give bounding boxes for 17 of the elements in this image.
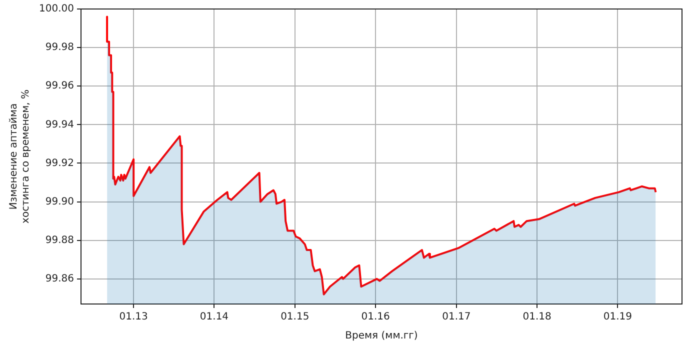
x-tick-label: 01.17: [442, 312, 471, 323]
y-axis-title: Изменение аптайма хостинга со временем, %: [8, 90, 32, 224]
y-tick-label: 99.94: [45, 119, 74, 130]
y-tick-label: 100.00: [38, 4, 74, 15]
x-tick-label: 01.19: [603, 312, 632, 323]
y-tick-label: 99.88: [45, 234, 74, 246]
y-tick-label: 99.92: [45, 158, 74, 169]
x-tick-label: 01.14: [200, 312, 229, 323]
x-axis-title: Время (мм.гг): [345, 330, 418, 342]
x-tick-label: 01.18: [522, 312, 552, 323]
y-tick-label: 99.98: [45, 42, 74, 54]
x-tick-label: 01.13: [119, 312, 148, 323]
y-tick-label: 99.90: [45, 196, 74, 208]
y-tick-label: 99.86: [45, 274, 74, 285]
x-tick-label: 01.16: [361, 312, 390, 323]
x-tick-label: 01.15: [280, 312, 310, 323]
y-tick-label: 99.96: [45, 80, 74, 92]
